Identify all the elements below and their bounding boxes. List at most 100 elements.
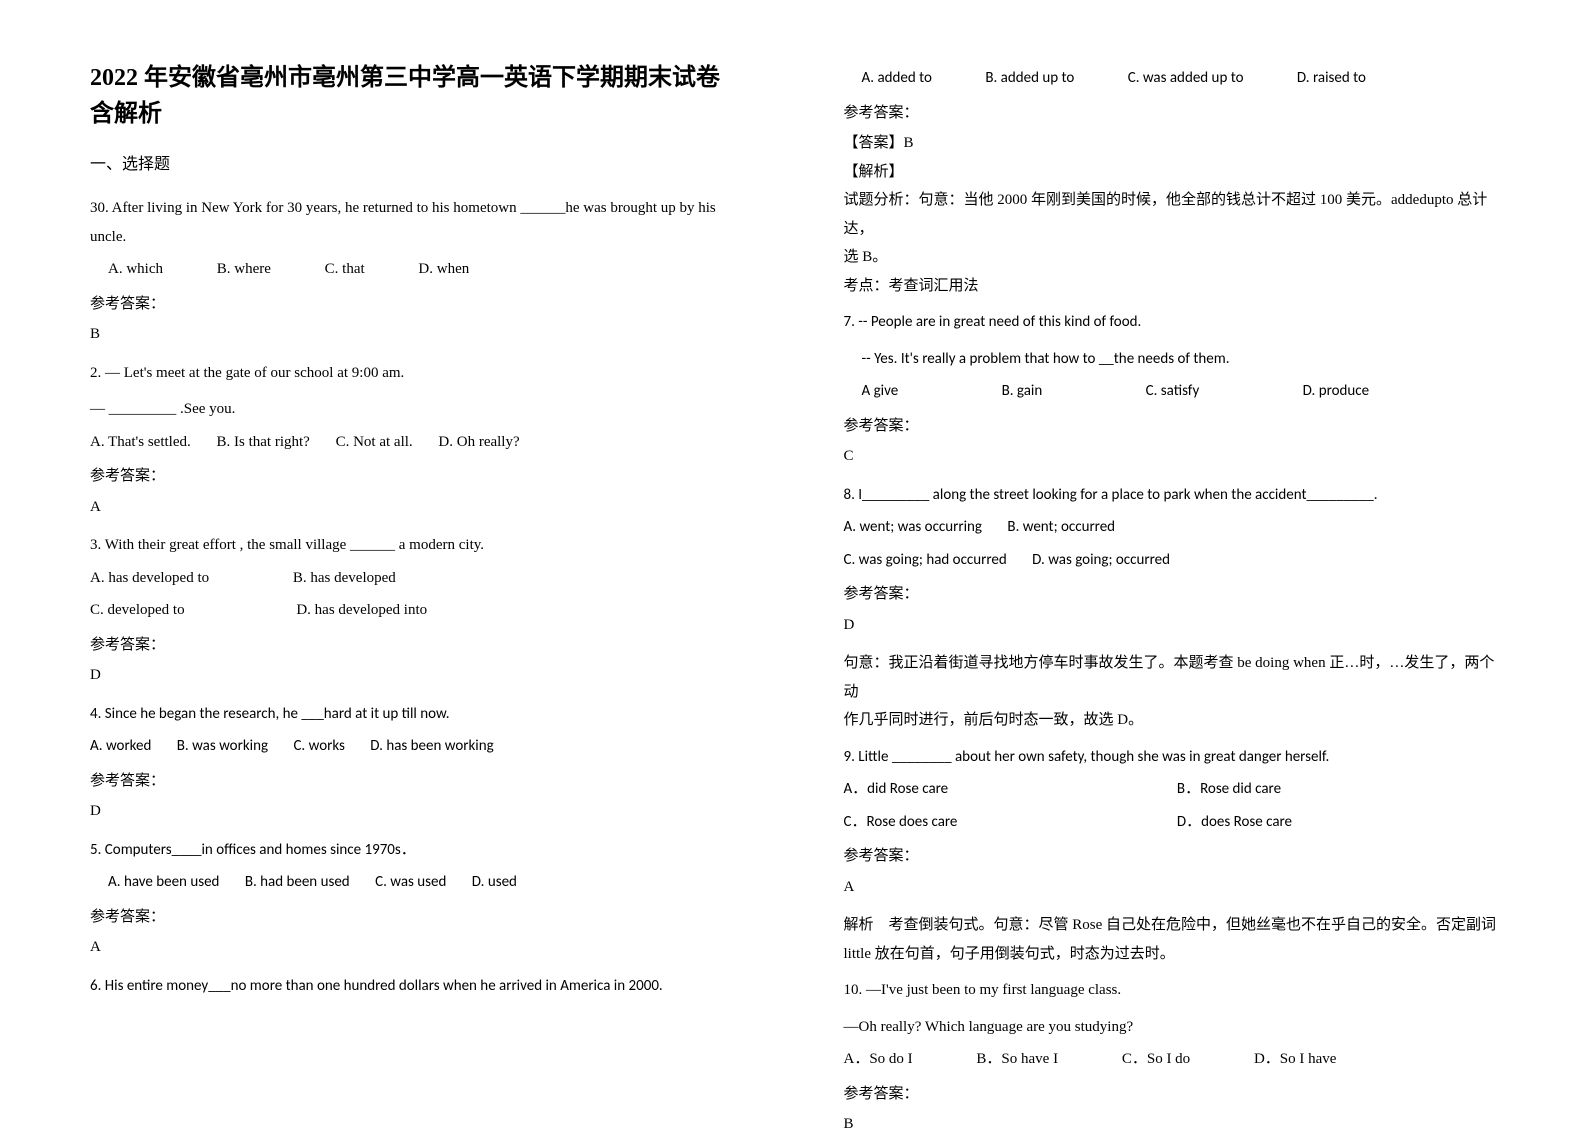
q10-opt-d: D．So I have xyxy=(1254,1045,1337,1074)
question-10-line1: 10. —I've just been to my first language… xyxy=(844,976,1498,1005)
exam-title: 2022 年安徽省亳州市亳州第三中学高一英语下学期期末试卷 含解析 xyxy=(90,60,744,132)
q6-opt-b: B. added up to xyxy=(985,64,1074,93)
q6-expl-3: 考点：考查词汇用法 xyxy=(844,272,1498,301)
q6-opt-d: D. raised to xyxy=(1297,64,1366,93)
q10-opt-c: C．So I do xyxy=(1122,1045,1190,1074)
title-line1: 2022 年安徽省亳州市亳州第三中学高一英语下学期期末试卷 xyxy=(90,60,744,96)
q8-expl-2: 作几乎同时进行，前后句时态一致，故选 D。 xyxy=(844,706,1498,735)
q30-opt-a: A. which xyxy=(108,255,163,284)
q4-opt-a: A. worked xyxy=(90,732,151,761)
question-2-options: A. That's settled. B. Is that right? C. … xyxy=(90,428,744,457)
q5-answer-label: 参考答案： xyxy=(90,903,744,932)
q2-answer-label: 参考答案： xyxy=(90,462,744,491)
question-10-line2: —Oh really? Which language are you study… xyxy=(844,1013,1498,1042)
q7-answer-label: 参考答案： xyxy=(844,412,1498,441)
q3-answer: D xyxy=(90,661,744,690)
q7-opt-b: B. gain xyxy=(1002,377,1043,406)
q9-expl-1: 解析 考查倒装句式。句意：尽管 Rose 自己处在危险中，但她丝毫也不在乎自己的… xyxy=(844,911,1498,940)
q2-opt-d: D. Oh really? xyxy=(438,428,519,457)
q8-opt-d: D. was going; occurred xyxy=(1032,546,1170,575)
q4-opt-b: B. was working xyxy=(177,732,268,761)
q10-opt-b: B．So have I xyxy=(976,1045,1058,1074)
q3-opt-c: C. developed to xyxy=(90,596,185,625)
q2-opt-b: B. Is that right? xyxy=(217,428,310,457)
q6-expl-h1: 【答案】B xyxy=(844,129,1498,158)
title-line2: 含解析 xyxy=(90,96,744,132)
q5-opt-b: B. had been used xyxy=(245,868,350,897)
q7-opt-c: C. satisfy xyxy=(1146,377,1200,406)
q2-answer: A xyxy=(90,493,744,522)
q10-opt-a: A．So do I xyxy=(844,1045,913,1074)
question-10-options: A．So do I B．So have I C．So I do D．So I h… xyxy=(844,1045,1498,1074)
question-8-options-row2: C. was going; had occurred D. was going;… xyxy=(844,546,1498,575)
q8-opt-c: C. was going; had occurred xyxy=(844,546,1007,575)
q4-answer-label: 参考答案： xyxy=(90,767,744,796)
q5-opt-a: A. have been used xyxy=(108,868,219,897)
q9-expl-2: little 放在句首，句子用倒装句式，时态为过去时。 xyxy=(844,940,1498,969)
q2-opt-a: A. That's settled. xyxy=(90,428,191,457)
question-2-line2: — _________ .See you. xyxy=(90,395,744,424)
question-9-options-row2: C．Rose does care D．does Rose care xyxy=(844,808,1498,837)
question-8-options-row1: A. went; was occurring B. went; occurred xyxy=(844,513,1498,542)
q5-opt-c: C. was used xyxy=(375,868,446,897)
question-3: 3. With their great effort , the small v… xyxy=(90,531,744,560)
q8-opt-a: A. went; was occurring xyxy=(844,513,983,542)
question-8: 8. I_________ along the street looking f… xyxy=(844,481,1498,510)
q7-answer: C xyxy=(844,442,1498,471)
q10-answer-label: 参考答案： xyxy=(844,1080,1498,1109)
question-9: 9. Little ________ about her own safety,… xyxy=(844,743,1498,772)
question-5: 5. Computers____in offices and homes sin… xyxy=(90,836,744,865)
question-7-options: A give B. gain C. satisfy D. produce xyxy=(844,377,1498,406)
question-4: 4. Since he began the research, he ___ha… xyxy=(90,700,744,729)
q6-expl-2: 选 B。 xyxy=(844,243,1498,272)
q30-answer: B xyxy=(90,320,744,349)
q4-opt-c: C. works xyxy=(293,732,344,761)
q7-opt-a: A give xyxy=(862,377,899,406)
question-5-options: A. have been used B. had been used C. wa… xyxy=(90,868,744,897)
q8-opt-b: B. went; occurred xyxy=(1007,513,1115,542)
q5-opt-d: D. used xyxy=(472,868,517,897)
q7-opt-d: D. produce xyxy=(1303,377,1369,406)
q10-answer: B xyxy=(844,1110,1498,1139)
question-3-options-row2: C. developed to D. has developed into xyxy=(90,596,744,625)
question-6-options: A. added to B. added up to C. was added … xyxy=(844,64,1498,93)
q3-answer-label: 参考答案： xyxy=(90,631,744,660)
q9-opt-a: A．did Rose care xyxy=(844,775,1124,804)
q30-opt-c: C. that xyxy=(325,255,365,284)
left-column: 2022 年安徽省亳州市亳州第三中学高一英语下学期期末试卷 含解析 一、选择题 … xyxy=(0,0,794,1122)
q5-answer: A xyxy=(90,933,744,962)
q30-opt-d: D. when xyxy=(418,255,469,284)
q3-opt-b: B. has developed xyxy=(293,564,396,593)
question-30: 30. After living in New York for 30 year… xyxy=(90,194,744,251)
q2-opt-c: C. Not at all. xyxy=(336,428,413,457)
q6-opt-a: A. added to xyxy=(862,64,932,93)
question-9-options-row1: A．did Rose care B．Rose did care xyxy=(844,775,1498,804)
q4-answer: D xyxy=(90,797,744,826)
q30-answer-label: 参考答案： xyxy=(90,290,744,319)
q9-opt-b: B．Rose did care xyxy=(1177,775,1281,804)
q8-answer-label: 参考答案： xyxy=(844,580,1498,609)
q9-answer: A xyxy=(844,873,1498,902)
q30-opt-b: B. where xyxy=(217,255,271,284)
q9-opt-c: C．Rose does care xyxy=(844,808,1124,837)
q9-answer-label: 参考答案： xyxy=(844,842,1498,871)
question-2-line1: 2. — Let's meet at the gate of our schoo… xyxy=(90,359,744,388)
q6-expl-h2: 【解析】 xyxy=(844,158,1498,187)
section-header-1: 一、选择题 xyxy=(90,150,744,180)
right-column: A. added to B. added up to C. was added … xyxy=(794,0,1587,1122)
question-4-options: A. worked B. was working C. works D. has… xyxy=(90,732,744,761)
q6-answer-label: 参考答案： xyxy=(844,99,1498,128)
question-6: 6. His entire money___no more than one h… xyxy=(90,972,744,1001)
q9-opt-d: D．does Rose care xyxy=(1177,808,1292,837)
question-7-line2: -- Yes. It's really a problem that how t… xyxy=(844,345,1498,374)
q8-answer: D xyxy=(844,611,1498,640)
q4-opt-d: D. has been working xyxy=(370,732,493,761)
q6-opt-c: C. was added up to xyxy=(1128,64,1244,93)
question-7-line1: 7. -- People are in great need of this k… xyxy=(844,308,1498,337)
question-30-options: A. which B. where C. that D. when xyxy=(90,255,744,284)
q6-expl-1: 试题分析：句意：当他 2000 年刚到美国的时候，他全部的钱总计不超过 100 … xyxy=(844,186,1498,243)
q3-opt-d: D. has developed into xyxy=(296,596,427,625)
q8-expl-1: 句意：我正沿着街道寻找地方停车时事故发生了。本题考查 be doing when… xyxy=(844,649,1498,706)
question-3-options-row1: A. has developed to B. has developed xyxy=(90,564,744,593)
q3-opt-a: A. has developed to xyxy=(90,564,209,593)
